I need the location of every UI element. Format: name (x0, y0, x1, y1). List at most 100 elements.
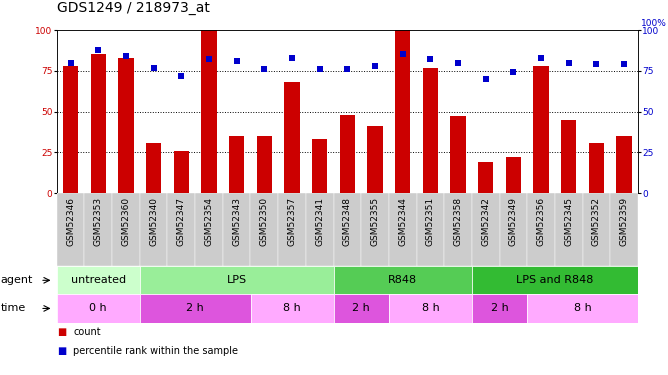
Bar (195, 193, 223, 266)
Bar (389, 193, 417, 266)
Bar (57, 266, 140, 294)
Bar (527, 294, 638, 322)
Text: GSM52340: GSM52340 (149, 197, 158, 246)
Bar (333, 294, 389, 322)
Text: 2 h: 2 h (186, 303, 204, 313)
Text: R848: R848 (388, 275, 418, 285)
Point (563, 60, 574, 66)
Bar (140, 294, 250, 322)
Bar (229, 136, 244, 193)
Text: GSM52345: GSM52345 (564, 197, 573, 246)
Bar (472, 193, 500, 266)
Bar (472, 266, 638, 294)
Text: GSM52351: GSM52351 (426, 197, 435, 246)
Bar (340, 115, 355, 193)
Bar (395, 30, 410, 193)
Bar (201, 30, 216, 193)
Point (369, 63, 380, 69)
Text: GSM52342: GSM52342 (481, 197, 490, 246)
Bar (333, 266, 472, 294)
Text: GSM52359: GSM52359 (620, 197, 629, 246)
Text: LPS and R848: LPS and R848 (516, 275, 594, 285)
Point (231, 58, 242, 64)
Bar (500, 193, 527, 266)
Point (425, 56, 436, 62)
Bar (306, 193, 333, 266)
Bar (57, 294, 140, 322)
Bar (555, 193, 582, 266)
Bar (174, 151, 189, 193)
Text: GSM52358: GSM52358 (454, 197, 462, 246)
Point (619, 61, 629, 67)
Bar (140, 266, 333, 294)
Bar (417, 193, 444, 266)
Bar (63, 66, 78, 193)
Bar (450, 117, 466, 193)
Bar (91, 54, 106, 193)
Text: GSM52341: GSM52341 (315, 197, 324, 246)
Point (536, 55, 546, 61)
Text: GDS1249 / 218973_at: GDS1249 / 218973_at (57, 1, 210, 15)
Point (397, 51, 408, 57)
Text: ■: ■ (57, 327, 66, 337)
Bar (367, 126, 383, 193)
Text: untreated: untreated (71, 275, 126, 285)
Bar (561, 120, 576, 193)
Bar (389, 294, 472, 322)
Bar (168, 193, 195, 266)
Text: LPS: LPS (226, 275, 246, 285)
Point (93, 46, 104, 53)
Bar (361, 193, 389, 266)
Bar (250, 294, 333, 322)
Bar (527, 193, 555, 266)
Text: GSM52346: GSM52346 (66, 197, 75, 246)
Text: agent: agent (1, 275, 33, 285)
Text: 8 h: 8 h (574, 303, 591, 313)
Text: GSM52353: GSM52353 (94, 197, 103, 246)
Bar (333, 193, 361, 266)
Point (591, 61, 602, 67)
Text: ■: ■ (57, 346, 66, 355)
Bar (423, 68, 438, 193)
Point (259, 66, 270, 72)
Text: 8 h: 8 h (422, 303, 440, 313)
Bar (617, 136, 632, 193)
Text: percentile rank within the sample: percentile rank within the sample (73, 346, 238, 355)
Bar (506, 157, 521, 193)
Point (508, 69, 519, 75)
Text: 100%: 100% (641, 19, 667, 28)
Bar (257, 136, 272, 193)
Bar (140, 193, 168, 266)
Text: GSM52354: GSM52354 (204, 197, 214, 246)
Bar (589, 142, 604, 193)
Point (342, 66, 353, 72)
Text: GSM52352: GSM52352 (592, 197, 601, 246)
Bar (285, 82, 300, 193)
Point (176, 73, 186, 79)
Bar (611, 193, 638, 266)
Text: GSM52349: GSM52349 (509, 197, 518, 246)
Bar (146, 142, 161, 193)
Bar (84, 193, 112, 266)
Bar (118, 58, 134, 193)
Bar (472, 294, 527, 322)
Bar (534, 66, 548, 193)
Point (480, 76, 491, 82)
Bar (582, 193, 611, 266)
Text: GSM52343: GSM52343 (232, 197, 241, 246)
Bar (278, 193, 306, 266)
Text: 2 h: 2 h (352, 303, 370, 313)
Bar (112, 193, 140, 266)
Bar (478, 162, 494, 193)
Text: 8 h: 8 h (283, 303, 301, 313)
Point (315, 66, 325, 72)
Text: GSM52347: GSM52347 (177, 197, 186, 246)
Bar (250, 193, 278, 266)
Point (204, 56, 214, 62)
Text: count: count (73, 327, 101, 337)
Text: GSM52344: GSM52344 (398, 197, 407, 246)
Text: GSM52356: GSM52356 (536, 197, 546, 246)
Text: 2 h: 2 h (491, 303, 508, 313)
Text: GSM52350: GSM52350 (260, 197, 269, 246)
Bar (57, 193, 84, 266)
